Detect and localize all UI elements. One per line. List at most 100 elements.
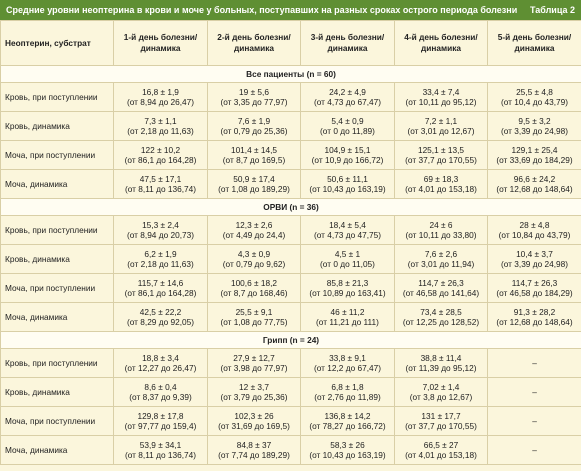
cell-range: (от 12,68 до 148,64)	[496, 184, 573, 194]
cell: 9,5 ± 3,2 (от 3,39 до 24,98)	[487, 111, 581, 141]
cell: –	[487, 435, 581, 465]
cell-value: 129,1 ± 25,4	[511, 145, 558, 155]
cell-value: 101,4 ± 14,5	[230, 145, 278, 155]
cell-range: (от 10,84 до 43,79)	[498, 230, 571, 240]
cell-value: 5,4 ± 0,9	[331, 116, 364, 126]
cell-value: 66,5 ± 27	[423, 440, 459, 450]
cell-value: 6,2 ± 1,9	[144, 249, 177, 259]
cell-range: (от 8,11 до 136,74)	[124, 184, 197, 194]
cell-value: –	[532, 445, 537, 455]
row-label: Моча, при поступлении	[0, 406, 114, 436]
row-label: Кровь, при поступлении	[0, 348, 114, 378]
cell-value: 19 ± 5,6	[239, 87, 269, 97]
cell: 73,4 ± 28,5 (от 12,25 до 128,52)	[394, 302, 488, 332]
cell-value: 114,7 ± 26,3	[418, 278, 464, 288]
cell: 85,8 ± 21,3 (от 10,89 до 163,41)	[300, 273, 395, 303]
cell: 25,5 ± 9,1 (от 1,08 до 77,75)	[207, 302, 301, 332]
row-label: Кровь, динамика	[0, 377, 114, 407]
cell: 101,4 ± 14,5 (от 8,7 до 169,5)	[207, 140, 301, 170]
cell-value: 53,9 ± 34,1	[139, 440, 182, 450]
data-row: Кровь, при поступлении 16,8 ± 1,9 (от 8,94…	[0, 82, 581, 112]
table-title: Средние уровни неоптерина в крови и моче…	[6, 5, 518, 15]
cell-value: 42,5 ± 22,2	[139, 307, 182, 317]
cell-range: (от 3,98 до 77,97)	[220, 363, 288, 373]
cell-range: (от 78,27 до 166,72)	[309, 421, 386, 431]
cell: 7,6 ± 1,9 (от 0,79 до 25,36)	[207, 111, 301, 141]
cell-value: 7,6 ± 2,6	[424, 249, 458, 259]
cell: 19 ± 5,6 (от 3,35 до 77,97)	[207, 82, 301, 112]
row-label: Кровь, динамика	[0, 111, 114, 141]
data-row: Моча, динамика 42,5 ± 22,2 (от 8,29 до 92,…	[0, 302, 581, 332]
cell: 12 ± 3,7 (от 3,79 до 25,36)	[207, 377, 301, 407]
cell-range: (от 1,08 до 189,29)	[218, 184, 290, 194]
cell-range: (от 0,79 до 9,62)	[222, 259, 286, 269]
cell-value: 84,8 ± 37	[236, 440, 272, 450]
cell: 5,4 ± 0,9 (от 0 до 11,89)	[300, 111, 395, 141]
cell-range: (от 10,4 до 43,79)	[500, 97, 569, 107]
cell: 115,7 ± 14,6 (от 86,1 до 164,28)	[113, 273, 208, 303]
cell-range: (от 46,58 до 141,64)	[402, 288, 480, 298]
cell-range: (от 0 до 11,89)	[320, 126, 375, 136]
cell: 122 ± 10,2 (от 86,1 до 164,28)	[113, 140, 208, 170]
cell-value: 15,3 ± 2,4	[142, 220, 179, 230]
row-label: Моча, динамика	[0, 435, 114, 465]
cell: 6,8 ± 1,8 (от 2,76 до 11,89)	[300, 377, 395, 407]
column-header: 3-й день болезни/ динамика	[300, 20, 395, 66]
cell-range: (от 37,7 до 170,55)	[405, 421, 477, 431]
cell-range: (от 4,73 до 47,75)	[313, 230, 382, 240]
cell-value: 100,6 ± 18,2	[230, 278, 278, 288]
cell-range: (от 86,1 до 164,28)	[124, 155, 197, 165]
cell-value: –	[532, 416, 537, 426]
data-row: Моча, при поступлении 122 ± 10,2 (от 86,1 …	[0, 140, 581, 170]
cell: 7,02 ± 1,4 (от 3,8 до 12,67)	[394, 377, 488, 407]
row-label: Моча, при поступлении	[0, 273, 114, 303]
cell-range: (от 11,21 до 111)	[316, 317, 379, 327]
cell-value: 50,9 ± 17,4	[233, 174, 275, 184]
cell: 102,3 ± 26 (от 31,69 до 169,5)	[207, 406, 301, 436]
cell: 66,5 ± 27 (от 4,01 до 153,18)	[394, 435, 488, 465]
cell-range: (от 8,7 до 169,5)	[222, 155, 286, 165]
cell: 47,5 ± 17,1 (от 8,11 до 136,74)	[113, 169, 208, 199]
cell: 8,6 ± 0,4 (от 8,37 до 9,39)	[113, 377, 208, 407]
cell-range: (от 12,68 до 148,64)	[496, 317, 573, 327]
cell: 4,5 ± 1 (от 0 до 11,05)	[300, 244, 395, 274]
cell-range: (от 3,39 до 24,98)	[500, 259, 569, 269]
cell-range: (от 31,69 до 169,5)	[218, 421, 290, 431]
cell: 129,8 ± 17,8 (от 97,77 до 159,4)	[113, 406, 208, 436]
cell-range: (от 12,25 до 128,52)	[402, 317, 480, 327]
data-row: Моча, динамика 47,5 ± 17,1 (от 8,11 до 136…	[0, 169, 581, 199]
cell-range: (от 37,7 до 170,55)	[405, 155, 477, 165]
section-row: ОРВИ (n = 36)	[0, 198, 581, 216]
cell-value: 129,8 ± 17,8	[137, 411, 184, 421]
cell-range: (от 4,49 до 24,4)	[222, 230, 286, 240]
cell: 27,9 ± 12,7 (от 3,98 до 77,97)	[207, 348, 301, 378]
header-row: Неоптерин, субстрат 1-й день болезни/ дин…	[0, 20, 581, 66]
cell: 7,3 ± 1,1 (от 2,18 до 11,63)	[113, 111, 208, 141]
cell-range: (от 3,01 до 11,94)	[407, 259, 475, 269]
cell-value: 8,6 ± 0,4	[144, 382, 177, 392]
cell: 7,2 ± 1,1 (от 3,01 до 12,67)	[394, 111, 488, 141]
cell-range: (от 8,7 до 168,46)	[220, 288, 288, 298]
cell-value: 85,8 ± 21,3	[326, 278, 369, 288]
cell-value: 122 ± 10,2	[140, 145, 181, 155]
cell-range: (от 10,9 до 166,72)	[311, 155, 384, 165]
cell: 18,8 ± 3,4 (от 12,27 до 26,47)	[113, 348, 208, 378]
cell-value: 131 ± 17,7	[421, 411, 461, 421]
cell-value: 12 ± 3,7	[239, 382, 269, 392]
cell-value: 25,5 ± 4,8	[516, 87, 553, 97]
cell: 53,9 ± 34,1 (от 8,11 до 136,74)	[113, 435, 208, 465]
cell-value: 12,3 ± 2,6	[235, 220, 273, 230]
cell-value: 24 ± 6	[429, 220, 453, 230]
table-number: Таблица 2	[529, 5, 575, 15]
cell: 100,6 ± 18,2 (от 8,7 до 168,46)	[207, 273, 301, 303]
cell-range: (от 7,74 до 189,29)	[218, 450, 290, 460]
cell-range: (от 0 до 11,05)	[320, 259, 375, 269]
cell: 69 ± 18,3 (от 4,01 до 153,18)	[394, 169, 488, 199]
cell: 38,8 ± 11,4 (от 11,39 до 95,12)	[394, 348, 488, 378]
cell-value: 28 ± 4,8	[519, 220, 550, 230]
cell: 84,8 ± 37 (от 7,74 до 189,29)	[207, 435, 301, 465]
cell: 24,2 ± 4,9 (от 4,73 до 67,47)	[300, 82, 395, 112]
cell-value: 9,5 ± 3,2	[518, 116, 551, 126]
cell-range: (от 8,94 до 26,47)	[126, 97, 195, 107]
cell: 28 ± 4,8 (от 10,84 до 43,79)	[487, 215, 581, 245]
